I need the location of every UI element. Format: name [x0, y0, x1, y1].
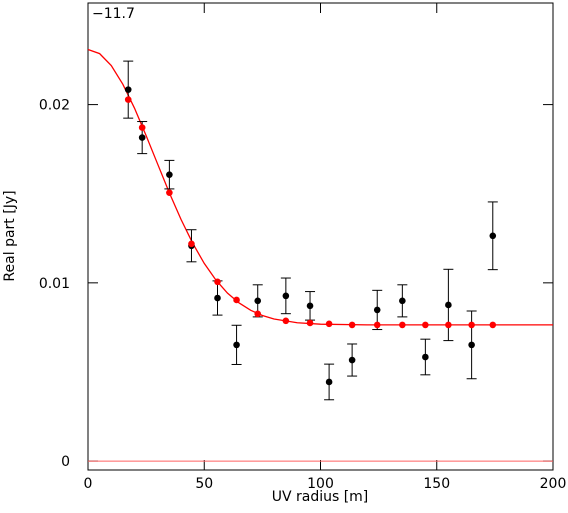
- point: [124, 86, 132, 93]
- x-tick-label: 100: [307, 476, 334, 492]
- x-tick-label: 50: [195, 476, 213, 492]
- plot-frame: [87, 2, 554, 471]
- point: [399, 321, 406, 329]
- point: [254, 297, 262, 305]
- point: [325, 320, 333, 328]
- point: [468, 341, 475, 349]
- point: [233, 341, 240, 349]
- point: [399, 297, 406, 305]
- point: [348, 321, 356, 329]
- y-tick-label: 0.01: [39, 276, 70, 292]
- point: [214, 278, 221, 286]
- point: [282, 292, 290, 300]
- x-axis-label: UV radius [m]: [272, 489, 369, 505]
- point: [306, 319, 314, 327]
- point: [138, 134, 146, 141]
- point: [282, 317, 290, 325]
- point: [166, 171, 173, 178]
- point: [124, 96, 132, 103]
- model-curve: [87, 48, 553, 326]
- point: [166, 189, 173, 196]
- point: [138, 124, 146, 131]
- point: [422, 321, 429, 329]
- point: [348, 356, 356, 364]
- x-tick-label: 150: [423, 476, 450, 492]
- point: [445, 321, 452, 329]
- annotation: −11.7: [92, 6, 135, 22]
- y-axis-label: Real part [Jy]: [2, 190, 18, 281]
- point: [254, 310, 262, 318]
- point: [422, 353, 429, 361]
- point: [214, 294, 221, 302]
- point: [325, 378, 333, 386]
- point: [445, 301, 452, 309]
- y-tick-label: 0: [61, 454, 70, 470]
- point: [489, 232, 497, 240]
- point: [373, 321, 381, 329]
- point: [468, 321, 475, 329]
- y-tick-label: 0.02: [39, 98, 70, 114]
- point: [233, 296, 240, 304]
- x-tick-label: 200: [540, 476, 567, 492]
- point: [306, 302, 314, 310]
- point: [373, 306, 381, 314]
- point: [489, 321, 497, 329]
- x-tick-label: 0: [84, 476, 93, 492]
- point: [188, 240, 195, 248]
